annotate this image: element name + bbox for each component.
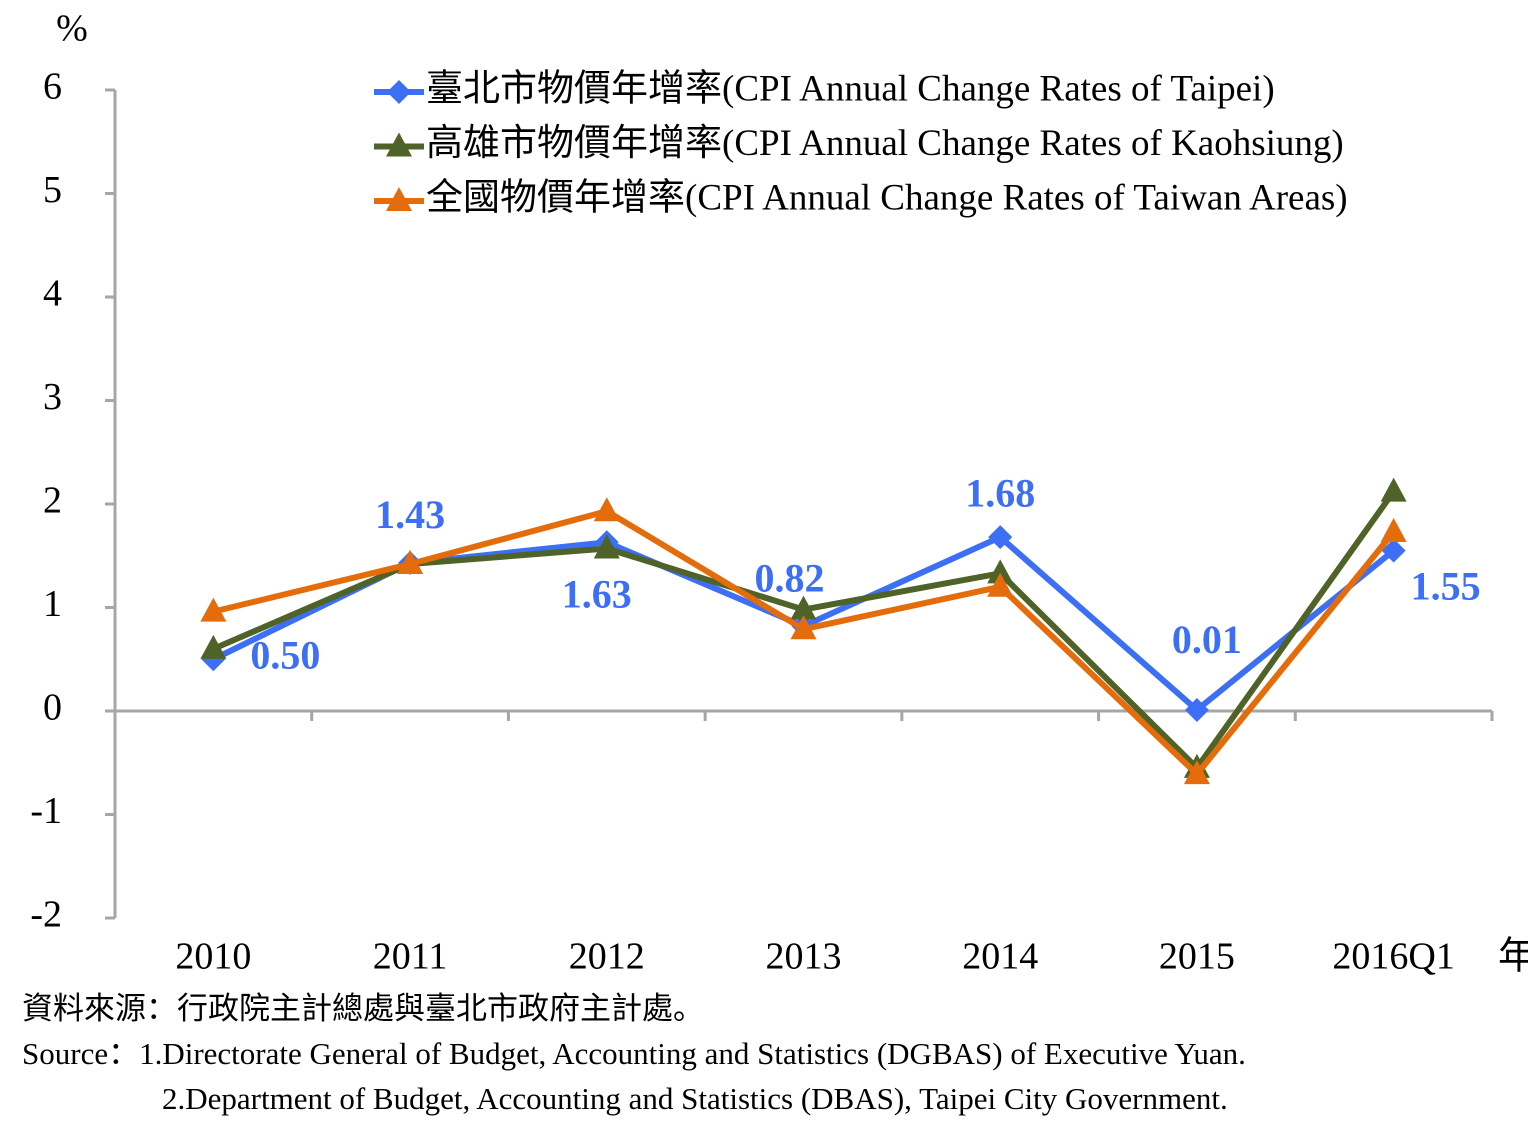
point-marker xyxy=(593,534,620,559)
source-note: 2.Department of Budget, Accounting and S… xyxy=(162,1081,1228,1116)
point-marker xyxy=(200,597,227,622)
legend-marker xyxy=(386,132,412,157)
data-label: 0.82 xyxy=(755,555,825,600)
source-note: 資料來源：行政院主計總處與臺北市政府主計處。 xyxy=(22,991,704,1026)
point-marker xyxy=(397,550,424,575)
data-label: 1.43 xyxy=(375,492,445,537)
legend-marker xyxy=(387,80,411,104)
y-tick-label: -1 xyxy=(30,790,62,832)
y-tick-label: 4 xyxy=(43,273,62,315)
point-marker xyxy=(200,634,227,659)
source-note: Source：1.Directorate General of Budget, … xyxy=(22,1036,1246,1071)
legend-label: 臺北市物價年增率(CPI Annual Change Rates of Taip… xyxy=(426,67,1275,109)
point-marker xyxy=(790,615,817,640)
point-marker xyxy=(1183,760,1210,785)
legend-label: 高雄市物價年增率(CPI Annual Change Rates of Kaoh… xyxy=(426,122,1344,164)
data-label: 0.50 xyxy=(250,632,320,677)
point-marker xyxy=(988,525,1013,550)
x-axis-label: 年 xyxy=(1498,936,1528,978)
x-tick-label: 2010 xyxy=(175,936,251,978)
x-tick-label: 2012 xyxy=(569,936,645,978)
point-marker xyxy=(593,497,620,522)
x-tick-label: 2013 xyxy=(766,936,842,978)
legend-marker xyxy=(386,187,412,211)
x-tick-label: 2016Q1 xyxy=(1332,936,1454,978)
y-tick-label: 5 xyxy=(43,169,62,211)
y-tick-label: -2 xyxy=(30,894,62,936)
y-tick-label: 2 xyxy=(43,480,62,522)
y-axis-label: % xyxy=(56,8,88,50)
x-tick-label: 2014 xyxy=(962,936,1038,978)
x-tick-label: 2015 xyxy=(1159,936,1235,978)
y-tick-label: 3 xyxy=(43,376,62,418)
point-marker xyxy=(790,595,817,620)
data-label: 1.63 xyxy=(562,571,632,616)
point-marker xyxy=(987,572,1014,597)
data-label: 0.01 xyxy=(1172,617,1242,662)
point-marker xyxy=(1184,697,1209,722)
legend-label: 全國物價年增率(CPI Annual Change Rates of Taiwa… xyxy=(426,176,1348,218)
y-tick-label: 0 xyxy=(43,687,62,729)
y-tick-label: 1 xyxy=(43,583,62,625)
point-marker xyxy=(1380,517,1407,542)
point-marker xyxy=(1380,477,1407,502)
data-label: 1.68 xyxy=(965,470,1035,515)
point-marker xyxy=(987,559,1014,584)
x-tick-label: 2011 xyxy=(373,936,448,978)
point-marker xyxy=(1381,538,1406,563)
data-label: 1.55 xyxy=(1411,564,1481,609)
y-tick-label: 6 xyxy=(43,66,62,108)
